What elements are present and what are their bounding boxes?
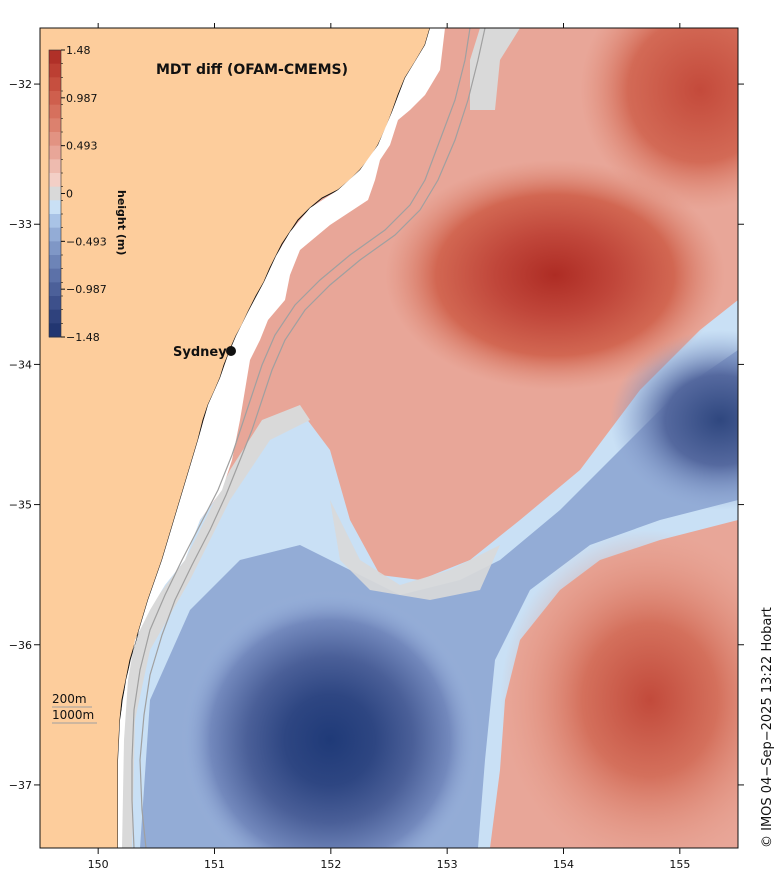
y-axis: −32 −33 −34 −35 −36 −37 [9,78,40,792]
colorbar-swatch [49,227,61,242]
colorbar-swatch [49,186,61,201]
colorbar-swatch [49,77,61,92]
y-tick-label: −35 [9,499,32,512]
colorbar-label: −0.493 [66,235,107,248]
y-axis-right-ticks [738,83,744,786]
colorbar-label: 0 [66,188,73,201]
colorbar-swatch [49,268,61,283]
x-tick-label: 150 [88,858,109,871]
x-tick-label: 154 [553,858,574,871]
colorbar-swatch [49,241,61,256]
colorbar-swatch [49,104,61,119]
y-tick-label: −34 [9,358,32,371]
colorbar-label: 0.987 [66,92,98,105]
colorbar-swatch [49,309,61,324]
x-axis: 150 151 152 153 154 155 [88,23,690,871]
colorbar-swatch [49,63,61,78]
y-tick-label: −36 [9,639,32,652]
x-tick-label: 151 [204,858,225,871]
data-field [40,28,738,848]
x-tick-label: 152 [320,858,341,871]
blue-eddy-south [180,590,480,848]
colorbar-swatch [49,91,61,106]
colorbar-swatch [49,50,61,65]
zero-band-coastal [118,405,310,848]
y-tick-label: −37 [9,779,32,792]
colorbar-swatch [49,145,61,160]
colorbar-label: 0.493 [66,140,98,153]
y-tick-label: −32 [9,78,32,91]
colorbar-swatch [49,214,61,229]
colorbar: 1.48 0.987 0.493 0 −0.493 −0.987 −1.48 [48,44,107,344]
city-label-sydney: Sydney [173,345,227,360]
plot-border [39,27,739,849]
zero-band-central [330,500,500,600]
zero-band-north [470,28,520,110]
colorbar-swatch [49,118,61,133]
depth-label-1000m: 1000m [52,708,94,722]
colorbar-title: height (m) [115,190,128,255]
colorbar-label: 1.48 [66,44,91,57]
isobath-200m [131,28,471,848]
red-eddy-south [500,530,738,848]
sydney-marker [226,346,236,356]
credit-text: © IMOS 04−Sep−2025 13:22 Hobart [760,607,775,848]
colorbar-swatch [49,173,61,188]
colorbar-swatch [49,255,61,270]
colorbar-swatch [49,296,61,311]
colorbar-label: −1.48 [66,331,100,344]
colorbar-label: −0.987 [66,283,107,296]
x-tick-label: 155 [669,858,690,871]
map-title: MDT diff (OFAM-CMEMS) [156,62,348,78]
red-eddy-northeast [580,28,738,210]
isobath-1000m [139,28,486,848]
colorbar-swatch [49,159,61,174]
blue-eddy-east [610,330,738,510]
colorbar-swatch [49,132,61,147]
colorbar-swatch [49,282,61,297]
red-eddy-north [385,160,725,390]
y-tick-label: −33 [9,218,32,231]
x-tick-label: 153 [437,858,458,871]
depth-label-200m: 200m [52,692,87,706]
colorbar-swatch [49,200,61,215]
colorbar-swatch [49,323,61,338]
